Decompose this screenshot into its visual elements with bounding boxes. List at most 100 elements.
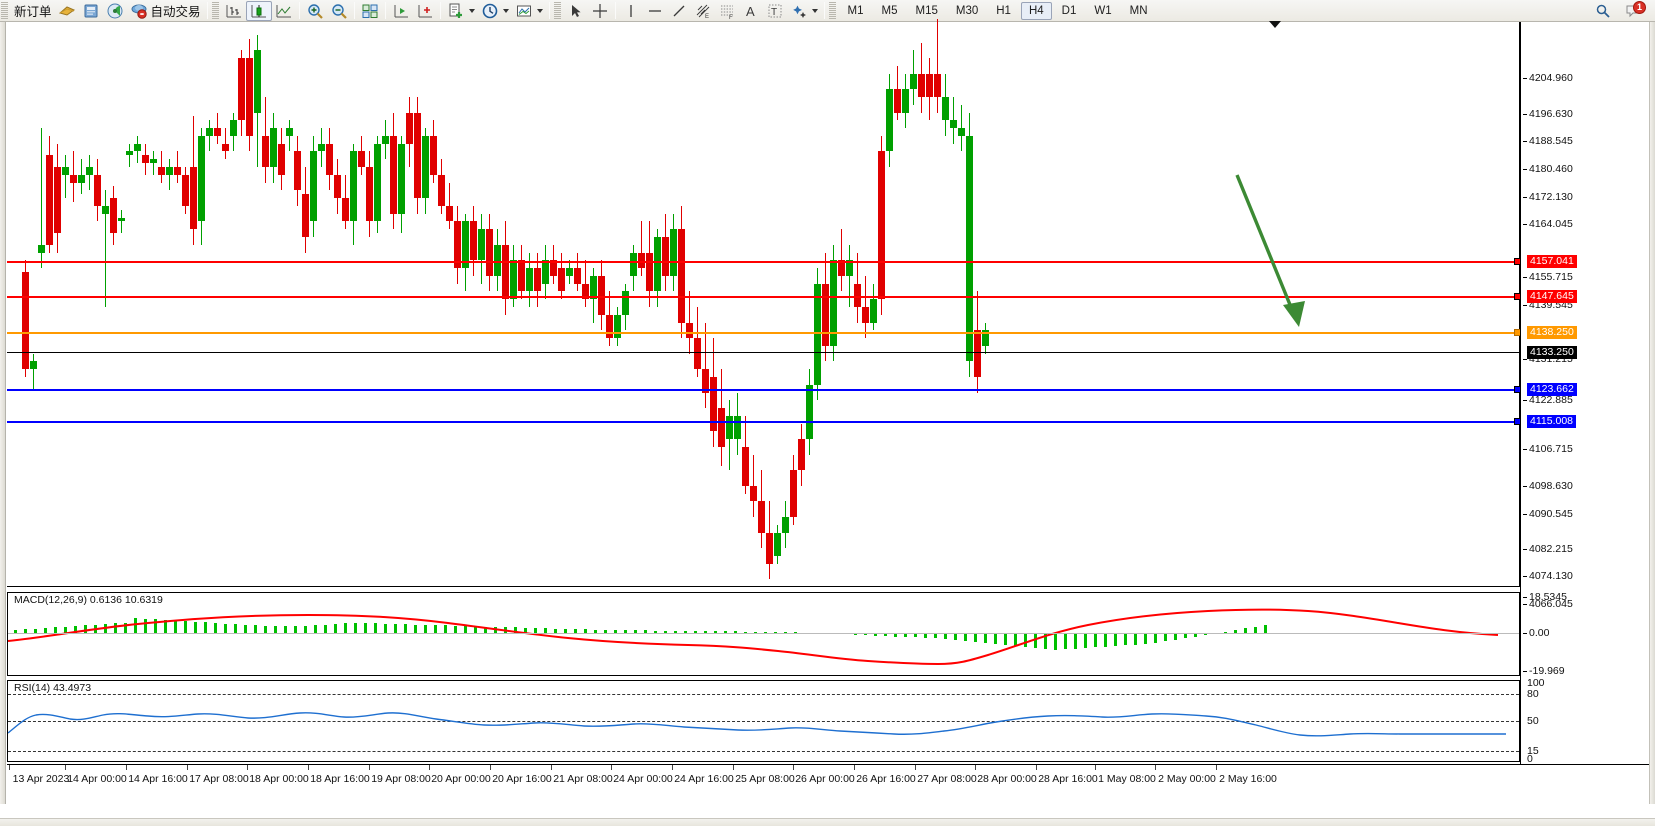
line-chart-button[interactable]	[272, 1, 296, 21]
toolbar-grip-2[interactable]	[211, 2, 219, 19]
timeframe-w1[interactable]: W1	[1094, 4, 1112, 17]
macd-histogram-bar	[124, 622, 127, 633]
timeframe-h4[interactable]: H4	[1020, 1, 1052, 20]
chevron-down-icon[interactable]	[536, 8, 543, 13]
candle-body	[438, 174, 445, 206]
macd-histogram-bar	[424, 624, 427, 633]
zoom-in-button[interactable]	[303, 1, 327, 21]
toolbar-grip[interactable]	[1, 2, 8, 19]
bar-chart-button[interactable]	[222, 1, 246, 21]
price-tick: 4164.045	[1523, 219, 1573, 230]
templates-button[interactable]	[512, 1, 546, 21]
candle-body	[158, 167, 165, 175]
alerts-button[interactable]: 1	[1621, 0, 1646, 21]
horizontal-line-button[interactable]	[643, 1, 667, 21]
equidistant-channel-button[interactable]: E	[691, 1, 715, 21]
auto-scroll-button[interactable]	[413, 1, 437, 21]
candle-body	[206, 128, 213, 136]
time-tick-label: 19 Apr 08:00	[371, 773, 431, 785]
price-line-resistance-1[interactable]	[7, 261, 1519, 263]
period-icon	[482, 3, 497, 18]
price-label-pivot-level[interactable]: 4138.250	[1527, 326, 1577, 339]
text-button[interactable]: A	[739, 1, 763, 21]
chevron-down-icon[interactable]	[502, 8, 509, 13]
macd-histogram-bar	[964, 633, 967, 641]
time-tick-label: 26 Apr 00:00	[795, 773, 855, 785]
search-button[interactable]	[1591, 1, 1615, 21]
price-line-resistance-2[interactable]	[7, 296, 1519, 298]
new-order-button[interactable]: 新订单	[11, 1, 55, 21]
trendline-button[interactable]	[667, 1, 691, 21]
macd-histogram-bar	[274, 625, 277, 633]
macd-histogram-bar	[164, 619, 167, 633]
rsi-pane[interactable]: RSI(14) 43.4973	[7, 680, 1520, 762]
zoom-out-button[interactable]	[327, 1, 351, 21]
vertical-scrollbar[interactable]	[1649, 22, 1655, 804]
candlestick-chart-button[interactable]	[245, 0, 272, 21]
macd-histogram-bar	[454, 625, 457, 633]
macd-label: MACD(12,26,9) 0.6136 10.6319	[12, 594, 165, 606]
period-button[interactable]	[478, 1, 512, 21]
toolbar-grip-4[interactable]	[828, 2, 836, 19]
candle-body	[286, 128, 293, 136]
macd-histogram-bar	[194, 621, 197, 633]
timeframe-d1[interactable]: D1	[1061, 4, 1077, 17]
candle-body	[590, 275, 597, 300]
price-label-current-price[interactable]: 4133.250	[1527, 346, 1577, 359]
price-line-support-1[interactable]	[7, 389, 1519, 391]
crosshair-button[interactable]	[588, 1, 612, 21]
time-tick-label: 25 Apr 08:00	[735, 773, 795, 785]
timeframe-h1[interactable]: H1	[996, 4, 1011, 17]
chart-shift-button[interactable]	[389, 1, 413, 21]
price-line-support-2[interactable]	[7, 421, 1519, 423]
candle-body	[534, 268, 541, 292]
price-label-support-2[interactable]: 4115.008	[1527, 415, 1577, 428]
chart-left-grip[interactable]	[0, 22, 6, 804]
toolbar-separator-7	[614, 2, 616, 19]
cursor-button[interactable]	[564, 1, 588, 21]
price-label-resistance-1[interactable]: 4157.041	[1527, 255, 1577, 268]
text-label-button[interactable]: T	[763, 1, 787, 21]
macd-histogram-bar	[1034, 633, 1037, 648]
timeframe-m5[interactable]: M5	[881, 4, 898, 17]
toolbar-grip-3[interactable]	[553, 2, 561, 19]
candle-body	[702, 369, 709, 393]
timeframe-m15[interactable]: M15	[915, 4, 938, 17]
vertical-line-button[interactable]	[619, 1, 643, 21]
price-pane[interactable]	[7, 19, 1521, 587]
price-tick: 4090.545	[1523, 509, 1573, 520]
candle-body	[310, 151, 317, 222]
autotrading-button[interactable]: 自动交易	[127, 1, 204, 21]
price-axis[interactable]: 4204.960 4196.630 4188.545 4180.460 4172.130…	[1520, 22, 1655, 804]
macd-histogram-bar	[1244, 628, 1247, 633]
timeframe-m1[interactable]: M1	[847, 4, 864, 17]
price-line-pivot-level[interactable]	[7, 332, 1519, 334]
signals-button[interactable]	[55, 1, 79, 21]
tile-windows-button[interactable]	[358, 1, 382, 21]
candle-body	[758, 501, 765, 533]
price-label-support-1[interactable]: 4123.662	[1527, 383, 1577, 396]
time-tick-divider	[733, 765, 734, 770]
indicators-button[interactable]	[444, 1, 478, 21]
time-axis[interactable]: 13 Apr 2023 14 Apr 00:00 14 Apr 16:00 17 Ap…	[7, 764, 1655, 804]
candle-body	[894, 89, 901, 113]
macd-histogram-bar	[114, 623, 117, 633]
price-label-resistance-2[interactable]: 4147.645	[1527, 290, 1577, 303]
candle-body	[846, 260, 853, 276]
timeframe-m30[interactable]: M30	[955, 4, 979, 17]
macd-histogram-bar	[1154, 633, 1157, 643]
candle-body	[494, 244, 501, 276]
fibonacci-button[interactable]: F	[715, 1, 739, 21]
chevron-down-icon[interactable]	[468, 8, 475, 13]
objects-button[interactable]	[787, 1, 821, 21]
timeframe-mn[interactable]: MN	[1129, 4, 1148, 17]
candle-wick	[153, 151, 154, 175]
macd-signal-line	[8, 608, 1499, 666]
macd-pane[interactable]: MACD(12,26,9) 0.6136 10.6319	[7, 592, 1520, 676]
chevron-down-icon[interactable]	[811, 8, 818, 13]
macd-histogram-bar	[284, 625, 287, 633]
candle-body	[406, 112, 413, 144]
price-line-current-price[interactable]	[7, 352, 1519, 353]
market-button[interactable]	[79, 1, 103, 21]
vps-button[interactable]	[103, 1, 127, 21]
